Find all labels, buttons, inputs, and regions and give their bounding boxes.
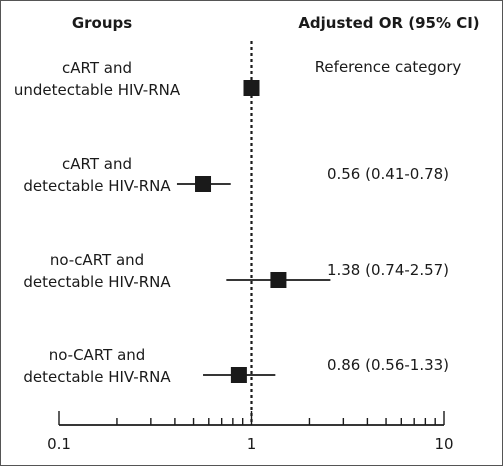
forest-row-4: no-CART and detectable HIV-RNA 0.86 (0.56-…	[23, 346, 449, 386]
estimate-text: 1.38 (0.74-2.57)	[327, 261, 449, 279]
forest-row-1: cART and undetectable HIV-RNA Reference ca…	[14, 58, 462, 99]
forest-row-2: cART and detectable HIV-RNA 0.56 (0.41-0.7…	[23, 155, 449, 195]
point-estimate	[243, 80, 260, 96]
x-axis: 0.1 1 10	[47, 411, 454, 453]
header-adjusted-or: Adjusted OR (95% CI)	[298, 14, 479, 32]
group-label-line: no-cART and	[50, 251, 144, 269]
x-tick-label: 10	[434, 435, 453, 453]
forest-row-3: no-cART and detectable HIV-RNA 1.38 (0.74-…	[23, 251, 449, 291]
group-label-line: detectable HIV-RNA	[23, 368, 171, 386]
group-label-line: detectable HIV-RNA	[23, 273, 171, 291]
group-label-line: cART and	[62, 59, 132, 77]
header-groups: Groups	[72, 14, 132, 32]
group-label-line: no-CART and	[49, 346, 146, 364]
x-tick-label: 1	[247, 435, 257, 453]
point-estimate	[270, 272, 287, 288]
estimate-text: 0.56 (0.41-0.78)	[327, 165, 449, 183]
point-estimate	[195, 176, 212, 192]
group-label-line: undetectable HIV-RNA	[14, 81, 181, 99]
forest-rows: cART and undetectable HIV-RNA Reference ca…	[14, 58, 462, 386]
group-label-line: detectable HIV-RNA	[23, 177, 171, 195]
estimate-text: 0.86 (0.56-1.33)	[327, 356, 449, 374]
x-tick-label: 0.1	[47, 435, 71, 453]
group-label-line: cART and	[62, 155, 132, 173]
point-estimate	[230, 367, 247, 383]
estimate-text: Reference category	[315, 58, 462, 76]
